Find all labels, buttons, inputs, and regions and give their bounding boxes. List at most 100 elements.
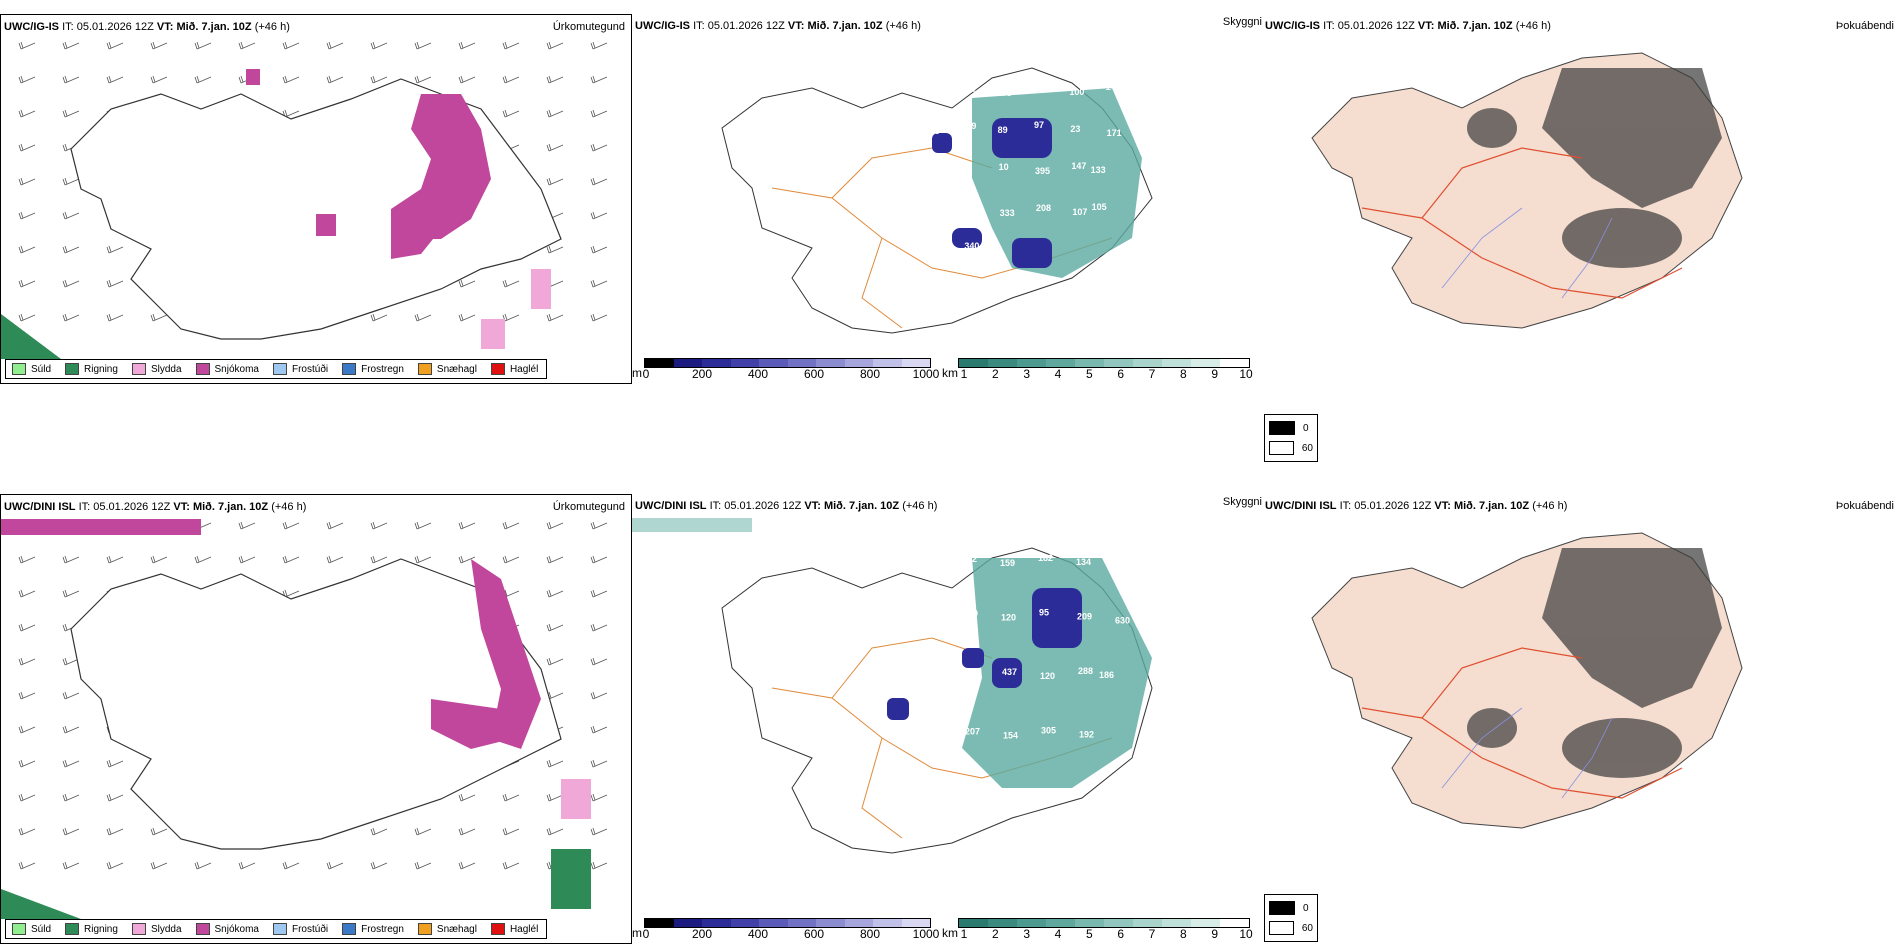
- fog-legend-row: 60: [1269, 921, 1313, 935]
- color-step: [759, 919, 788, 927]
- precip-map: [1, 519, 608, 919]
- color-step: [702, 919, 731, 927]
- map-value-label: 247: [963, 204, 978, 214]
- map-value-label: 36: [962, 167, 972, 177]
- it-label: IT:: [78, 501, 91, 513]
- wind-barb: [150, 827, 168, 836]
- color-step: [1104, 919, 1133, 927]
- legend-label: Súld: [31, 923, 52, 935]
- legend-tick: 0: [642, 927, 650, 941]
- color-step: [1220, 359, 1249, 367]
- wind-barb: [546, 521, 564, 530]
- iceland-outline: [70, 558, 562, 850]
- legend-tick: 2: [991, 367, 999, 381]
- it-value: 05.01.2026 12Z: [707, 20, 785, 32]
- map-value-label: 89: [998, 125, 1008, 135]
- wind-barb: [546, 41, 564, 50]
- ceiling-value-labels: 582 194 175 157 100 146 118 159 89 97 23 171 147 36 10…: [924, 80, 1122, 256]
- wind-barb: [106, 75, 124, 84]
- wind-barb: [414, 521, 432, 530]
- map-value-label: 395: [1035, 166, 1050, 176]
- model-name: UWC/DINI ISL: [1265, 500, 1337, 512]
- wind-barb: [18, 279, 36, 288]
- ceiling-visibility-map: 192 232 159 182 134 209 20 180 120 95 209 630 217 132…: [632, 518, 1153, 854]
- color-step: [702, 359, 731, 367]
- wind-barb: [370, 861, 388, 870]
- fog-legend-label: 0: [1303, 902, 1309, 914]
- legend-label: Haglél: [509, 923, 539, 935]
- legend-swatch: [272, 923, 287, 935]
- vt-label: VT:: [156, 21, 174, 33]
- color-step: [1133, 359, 1162, 367]
- color-step: [1017, 359, 1046, 367]
- map-value-label: 100: [1069, 87, 1084, 97]
- map-value-label: 207: [965, 727, 980, 737]
- precip-sleet-area: [481, 269, 551, 349]
- map-value-label: 132: [964, 672, 979, 682]
- ceiling-area: [887, 588, 1082, 720]
- wind-barb: [546, 313, 564, 322]
- color-step: [901, 359, 930, 367]
- legend-tick: 5: [1085, 927, 1093, 941]
- legend-item: Slydda: [131, 923, 182, 935]
- wind-barb: [546, 75, 564, 84]
- wind-barb: [194, 41, 212, 50]
- map-value-label: 171: [1107, 128, 1122, 138]
- wind-barb: [150, 75, 168, 84]
- legend-swatch: [342, 923, 357, 935]
- lead-time: (+46 h): [885, 20, 921, 32]
- wind-barb: [414, 41, 432, 50]
- color-step: [1220, 919, 1249, 927]
- wind-barb: [282, 861, 300, 870]
- map-value-label: 157: [1033, 83, 1048, 93]
- wind-barb: [458, 861, 476, 870]
- precip-type-legend: Súld Rigning Slydda Snjókoma Frostúði Frostre…: [5, 359, 548, 379]
- color-step: [988, 919, 1017, 927]
- legend-swatch: [195, 363, 210, 375]
- legend-tick: 1000: [912, 927, 940, 941]
- map-value-label: 186: [1099, 670, 1114, 680]
- legend-swatch: [272, 363, 287, 375]
- legend-item: Frostregn: [342, 923, 404, 935]
- it-value: 05.01.2026 12Z: [93, 501, 171, 513]
- wind-barb: [18, 211, 36, 220]
- color-step: [1075, 359, 1104, 367]
- wind-barb: [590, 691, 608, 700]
- legend-tick: 0: [642, 367, 650, 381]
- legend-label: Haglél: [509, 363, 539, 375]
- fog-index-area: [1467, 548, 1722, 778]
- wind-barb: [458, 793, 476, 802]
- panel-header: UWC/IG-IS IT: 05.01.2026 12Z VT: Mið. 7.…: [1265, 20, 1894, 36]
- ceiling-area: [932, 118, 1052, 268]
- legend-label: Slydda: [150, 363, 182, 375]
- vt-label: VT:: [1417, 20, 1435, 32]
- color-step: [901, 919, 930, 927]
- wind-barb: [18, 313, 36, 322]
- map-value-label: 437: [1002, 667, 1017, 677]
- wind-barb: [458, 827, 476, 836]
- wind-barb: [414, 827, 432, 836]
- legend-tick: 8: [1179, 927, 1187, 941]
- legend-item: Súld: [12, 923, 51, 935]
- legend-item: Haglél: [490, 363, 539, 375]
- map-value-label: 105: [927, 200, 942, 210]
- color-step: [673, 919, 702, 927]
- it-label: IT:: [693, 20, 705, 32]
- legend-tick: 4: [1054, 367, 1062, 381]
- panel-header: UWC/DINI ISL IT: 05.01.2026 12Z VT: Mið.…: [635, 500, 1256, 516]
- legend-tick: 10: [1239, 927, 1253, 941]
- legend-label: Frostregn: [361, 363, 404, 375]
- legend-item: Snæhagl: [417, 923, 477, 935]
- wind-barb: [150, 313, 168, 322]
- legend-tick: 3: [1023, 367, 1030, 381]
- wind-barb: [194, 861, 212, 870]
- wind-barb: [546, 589, 564, 598]
- map-value-label: 120: [1001, 613, 1016, 623]
- wind-barb: [546, 143, 564, 152]
- precip-panel-bottom: UWC/DINI ISL IT: 05.01.2026 12Z VT: Mið.…: [0, 494, 632, 944]
- wind-barb: [62, 725, 80, 734]
- it-label: IT:: [709, 500, 722, 512]
- wind-barb: [62, 793, 80, 802]
- map-value-label: 120: [1040, 671, 1055, 681]
- wind-barb: [370, 313, 388, 322]
